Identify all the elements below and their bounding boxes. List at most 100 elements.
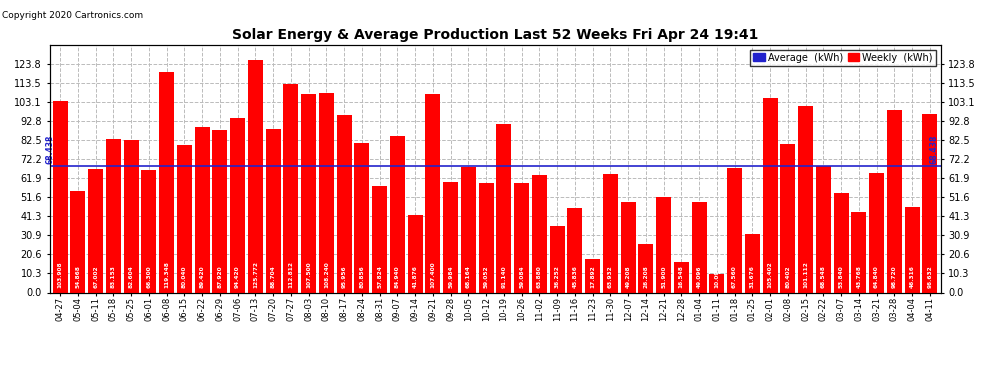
Text: 101.112: 101.112 xyxy=(803,261,808,288)
Text: 59.984: 59.984 xyxy=(448,265,453,288)
Text: 83.153: 83.153 xyxy=(111,265,116,288)
Text: 41.876: 41.876 xyxy=(413,265,418,288)
Bar xyxy=(762,98,778,292)
Text: 67.560: 67.560 xyxy=(733,265,738,288)
Text: 108.240: 108.240 xyxy=(324,261,329,288)
Text: 26.208: 26.208 xyxy=(644,265,648,288)
Text: 96.632: 96.632 xyxy=(928,265,933,288)
Bar xyxy=(603,174,618,292)
Text: 82.604: 82.604 xyxy=(129,265,134,288)
Bar xyxy=(319,93,334,292)
Bar xyxy=(106,139,121,292)
Bar xyxy=(727,168,742,292)
Bar xyxy=(780,144,795,292)
Bar xyxy=(390,136,405,292)
Bar xyxy=(408,215,423,292)
Text: Copyright 2020 Cartronics.com: Copyright 2020 Cartronics.com xyxy=(2,11,144,20)
Text: 107.500: 107.500 xyxy=(306,261,311,288)
Bar xyxy=(514,183,530,292)
Bar xyxy=(851,211,866,292)
Bar xyxy=(301,94,316,292)
Text: 119.348: 119.348 xyxy=(164,261,169,288)
Bar xyxy=(478,183,494,292)
Text: 10.096: 10.096 xyxy=(715,266,720,288)
Bar xyxy=(834,193,848,292)
Text: 63.932: 63.932 xyxy=(608,265,613,288)
Bar xyxy=(496,124,512,292)
Bar xyxy=(869,173,884,292)
Bar xyxy=(798,106,813,292)
Text: 43.768: 43.768 xyxy=(856,265,861,288)
Bar xyxy=(159,72,174,292)
Bar xyxy=(692,202,707,292)
Text: 17.892: 17.892 xyxy=(590,265,595,288)
Bar xyxy=(124,140,139,292)
Bar xyxy=(195,128,210,292)
Text: 66.300: 66.300 xyxy=(147,265,151,288)
Bar xyxy=(709,274,725,292)
Legend: Average  (kWh), Weekly  (kWh): Average (kWh), Weekly (kWh) xyxy=(750,50,936,66)
Text: 88.704: 88.704 xyxy=(270,265,275,288)
Text: 36.252: 36.252 xyxy=(554,265,559,288)
Bar xyxy=(52,100,67,292)
Text: 53.840: 53.840 xyxy=(839,265,843,288)
Text: 80.040: 80.040 xyxy=(182,266,187,288)
Text: 112.812: 112.812 xyxy=(288,261,293,288)
Bar xyxy=(532,174,546,292)
Text: 59.052: 59.052 xyxy=(484,265,489,288)
Bar xyxy=(177,145,192,292)
Text: 45.836: 45.836 xyxy=(572,265,577,288)
Bar xyxy=(337,115,351,292)
Text: 91.140: 91.140 xyxy=(501,265,506,288)
Text: 67.002: 67.002 xyxy=(93,265,98,288)
Bar xyxy=(70,191,85,292)
Text: 49.208: 49.208 xyxy=(626,265,631,288)
Text: 68.438: 68.438 xyxy=(46,135,55,164)
Text: 54.868: 54.868 xyxy=(75,265,80,288)
Bar xyxy=(426,94,441,292)
Bar xyxy=(567,208,582,292)
Text: 89.420: 89.420 xyxy=(200,265,205,288)
Bar xyxy=(460,166,476,292)
Bar xyxy=(372,186,387,292)
Text: 68.164: 68.164 xyxy=(466,265,471,288)
Text: 84.940: 84.940 xyxy=(395,265,400,288)
Text: 94.420: 94.420 xyxy=(236,265,241,288)
Bar xyxy=(212,130,228,292)
Text: 103.908: 103.908 xyxy=(57,261,62,288)
Text: 98.720: 98.720 xyxy=(892,265,897,288)
Text: 49.096: 49.096 xyxy=(697,266,702,288)
Text: 46.316: 46.316 xyxy=(910,265,915,288)
Title: Solar Energy & Average Production Last 52 Weeks Fri Apr 24 19:41: Solar Energy & Average Production Last 5… xyxy=(232,28,758,42)
Text: 80.856: 80.856 xyxy=(359,265,364,288)
Text: 105.402: 105.402 xyxy=(767,261,772,288)
Text: 59.084: 59.084 xyxy=(519,265,524,288)
Bar xyxy=(248,60,263,292)
Bar xyxy=(585,260,600,292)
Bar xyxy=(88,169,103,292)
Text: 64.840: 64.840 xyxy=(874,265,879,288)
Text: 68.438: 68.438 xyxy=(930,135,939,164)
Bar xyxy=(230,118,246,292)
Bar xyxy=(283,84,298,292)
Bar xyxy=(744,234,760,292)
Text: 63.880: 63.880 xyxy=(537,265,542,288)
Bar xyxy=(816,166,831,292)
Bar xyxy=(887,110,902,292)
Bar xyxy=(621,202,636,292)
Bar xyxy=(265,129,281,292)
Text: 57.824: 57.824 xyxy=(377,265,382,288)
Text: 31.676: 31.676 xyxy=(749,265,754,288)
Bar xyxy=(549,225,564,292)
Bar xyxy=(354,143,369,292)
Text: 51.900: 51.900 xyxy=(661,266,666,288)
Bar xyxy=(639,244,653,292)
Bar xyxy=(923,114,938,292)
Text: 107.400: 107.400 xyxy=(431,261,436,288)
Text: 16.548: 16.548 xyxy=(679,265,684,288)
Text: 125.772: 125.772 xyxy=(252,261,257,288)
Text: 95.956: 95.956 xyxy=(342,265,346,288)
Text: 80.402: 80.402 xyxy=(785,265,790,288)
Bar xyxy=(142,170,156,292)
Text: 87.920: 87.920 xyxy=(218,265,223,288)
